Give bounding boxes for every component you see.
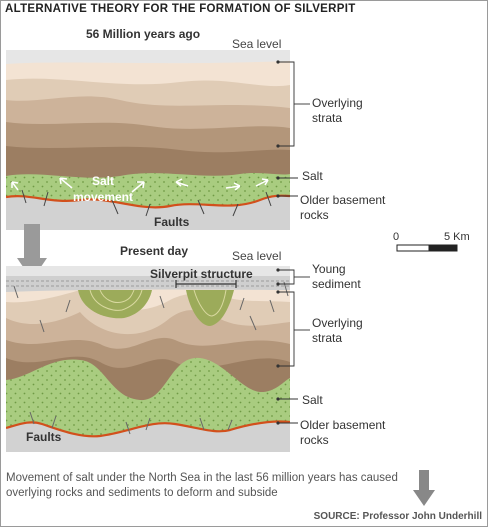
- source-credit: SOURCE: Professor John Underhill: [313, 511, 482, 522]
- bottom-older-basement-label: Older basement rocks: [300, 418, 386, 447]
- top-salt-label: Salt: [302, 169, 323, 183]
- bottom-sea-level-label: Sea level: [232, 249, 282, 263]
- top-basement-layer: [6, 195, 290, 230]
- bottom-basement-layer: [6, 421, 290, 452]
- top-leader-dots: [276, 60, 280, 198]
- top-faults-label: Faults: [154, 215, 190, 229]
- bottom-basement-boundary: [6, 420, 290, 438]
- scale-bar: [396, 244, 458, 252]
- salt-movement-arrows: [11, 177, 269, 193]
- silverpit-structure-label: Silverpit structure: [150, 267, 253, 281]
- bottom-leader-dots: [276, 268, 280, 425]
- bottom-overlying-strata-label: Overlying strata: [312, 316, 363, 345]
- top-cross-section: [6, 50, 290, 230]
- top-overlying-strata-label: Overlying strata: [312, 96, 363, 125]
- bottom-panel-heading: Present day: [120, 244, 189, 258]
- bottom-fault-lines: [13, 281, 289, 435]
- down-arrow-icon: [413, 470, 435, 506]
- scale-zero-label: 0: [393, 231, 400, 243]
- bottom-cross-section: [6, 266, 290, 452]
- silverpit-bowl-left: [78, 290, 152, 319]
- top-fault-lines: [21, 189, 272, 217]
- bottom-salt-label: Salt: [302, 393, 323, 407]
- diagram-title: ALTERNATIVE THEORY FOR THE FORMATION OF …: [5, 3, 356, 15]
- young-sediment-label: Young sediment: [312, 262, 361, 291]
- top-panel-heading: 56 Million years ago: [86, 27, 201, 41]
- diagram-caption: Movement of salt under the North Sea in …: [6, 472, 398, 499]
- bottom-faults-label: Faults: [26, 430, 62, 444]
- scale-five-label: 5 Km: [444, 231, 470, 243]
- salt-movement-label: Salt movement: [72, 174, 134, 204]
- top-leader-lines: [278, 61, 310, 197]
- silverpit-bracket: [175, 280, 237, 288]
- bottom-leader-lines: [278, 269, 310, 424]
- top-sea-level-label: Sea level: [232, 37, 282, 51]
- silverpit-bowl-right: [186, 290, 234, 326]
- young-sediment-layer: [6, 276, 290, 292]
- top-older-basement-label: Older basement rocks: [300, 193, 386, 222]
